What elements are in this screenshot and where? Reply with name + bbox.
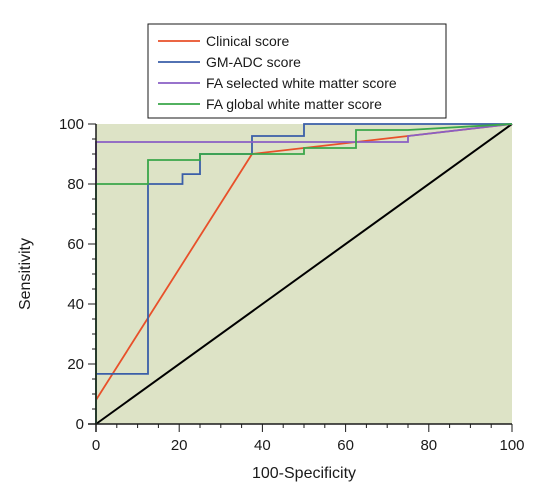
legend-box	[147, 23, 447, 119]
y-tick-label: 40	[67, 296, 84, 313]
series-line-fa-global-white-matter-score	[95, 123, 513, 424]
x-tick-label: 20	[171, 437, 188, 454]
x-axis-title: 100-Specificity	[252, 465, 356, 482]
legend-label-gm-adc-score: GM-ADC score	[206, 54, 301, 70]
legend-label-clinical-score: Clinical score	[206, 33, 289, 49]
reference-diagonal-line	[95, 123, 513, 425]
y-tick-label: 100	[59, 116, 84, 133]
legend-label-fa-global-white-matter-score: FA global white matter score	[206, 96, 382, 112]
y-tick-label: 20	[67, 356, 84, 373]
x-tick-label: 60	[337, 437, 354, 454]
x-tick-label: 40	[254, 437, 271, 454]
reference-line-group	[95, 123, 513, 425]
x-tick-label: 100	[499, 437, 524, 454]
y-axis-title: Sensitivity	[17, 238, 34, 310]
y-tick-label: 80	[67, 176, 84, 193]
ticks-group: 0 20 40 60 80 100 0 20 40 60 80 100	[59, 116, 525, 454]
legend-label-fa-selected-white-matter-score: FA selected white matter score	[206, 75, 397, 91]
x-tick-label: 80	[420, 437, 437, 454]
y-tick-label: 60	[67, 236, 84, 253]
legend: Clinical score GM-ADC score FA selected wh…	[147, 23, 447, 119]
y-tick-label: 0	[76, 416, 84, 433]
x-tick-label: 0	[92, 437, 100, 454]
series-line-gm-adc-score	[95, 123, 512, 424]
